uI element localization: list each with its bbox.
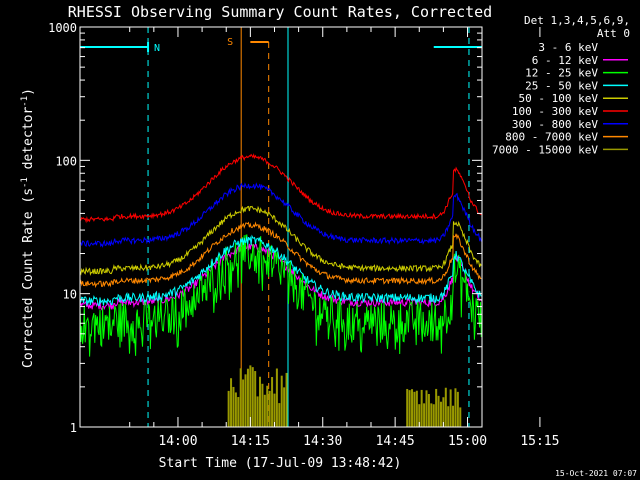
series-line-5: [79, 153, 482, 224]
legend-label: 25 - 50 keV: [525, 79, 598, 92]
legend-header-line1: Det 1,3,4,5,6,9,: [524, 14, 630, 27]
legend-label: 50 - 100 keV: [519, 92, 599, 105]
saa-label: S: [227, 37, 233, 48]
series-line-4: [79, 205, 482, 276]
x-tick-label: 14:30: [303, 434, 342, 449]
y-tick-label: 10: [63, 288, 77, 302]
x-tick-label: 14:45: [376, 434, 415, 449]
y-tick-label: 100: [55, 154, 77, 168]
y-axis: 1 10 100 1000: [48, 21, 482, 435]
series-line-7: [79, 221, 482, 289]
legend-label: 100 - 300 keV: [512, 105, 598, 118]
plot-area: NS: [79, 27, 482, 427]
series-line-6: [79, 182, 482, 248]
legend-label: 800 - 7000 keV: [505, 131, 598, 144]
x-tick-label: 15:00: [448, 434, 487, 449]
x-axis: 14:00 14:15 14:30 14:45 15:00 15:15: [129, 27, 559, 449]
plot-frame: [79, 26, 483, 428]
legend-header-line2: Att 0: [597, 27, 630, 40]
x-tick-label: 15:15: [520, 434, 559, 449]
y-tick-label: 1000: [48, 21, 77, 35]
legend-label: 12 - 25 keV: [525, 67, 598, 80]
y-tick-label: 1: [70, 421, 77, 435]
y-axis-label: Corrected Count Rate (s-1 detector-1): [20, 88, 36, 368]
legend-label: 7000 - 15000 keV: [492, 143, 598, 156]
x-axis-label: Start Time (17-Jul-09 13:48:42): [159, 456, 402, 471]
legend-label: 3 - 6 keV: [538, 41, 598, 54]
series-line-2: [79, 234, 482, 357]
x-tick-label: 14:00: [158, 434, 197, 449]
timestamp: 15-Oct-2021 07:07: [555, 469, 637, 478]
x-tick-label: 14:15: [231, 434, 270, 449]
legend-label: 6 - 12 keV: [532, 54, 599, 67]
series-line-3: [79, 234, 482, 306]
night-label: N: [154, 43, 160, 54]
legend-label: 300 - 800 keV: [512, 118, 598, 131]
chart-title: RHESSI Observing Summary Count Rates, Co…: [68, 3, 492, 21]
